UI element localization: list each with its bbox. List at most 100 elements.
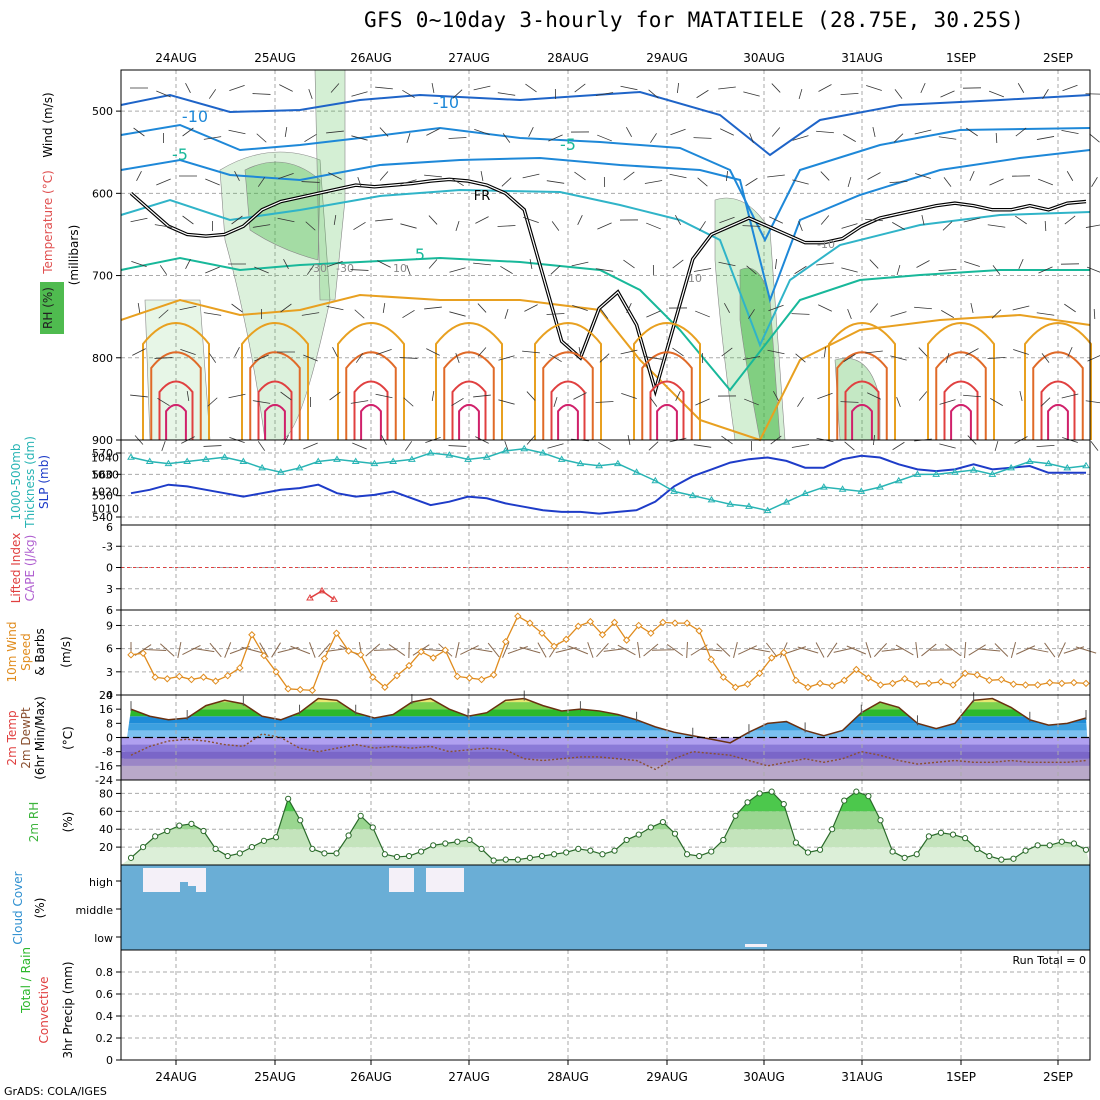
wind-barb [577, 214, 583, 226]
wind-barb [161, 440, 166, 452]
wind-barb [424, 174, 442, 178]
y-tick-label: 0.4 [96, 1010, 114, 1023]
wind-barb-10m [978, 648, 1001, 652]
y-tick-label: 0 [106, 562, 113, 575]
y-tick-label: 0 [106, 689, 113, 702]
wind-barb [1062, 84, 1078, 92]
wind-speed-marker [308, 686, 317, 695]
rh-marker [333, 850, 340, 857]
wind-barb [1085, 400, 1100, 404]
wind-barb [938, 136, 957, 140]
wind-speed-marker [526, 619, 534, 627]
wind-barb [648, 89, 659, 99]
warm-contour-arc [550, 380, 586, 440]
y-tick-label: 0 [106, 1054, 113, 1067]
contour-label: -10 [817, 238, 835, 251]
wind-barb [890, 355, 907, 361]
rh-marker [369, 824, 376, 831]
rh-marker [659, 818, 666, 826]
wind-barb [598, 441, 611, 451]
wind-barb-10m [637, 641, 641, 659]
wind-speed-marker [381, 683, 389, 691]
wind-barb [988, 90, 1005, 98]
wind-barb-10m [994, 643, 1009, 657]
y-tick-label: 0.6 [96, 988, 114, 1001]
rh-marker [708, 848, 715, 855]
wind-barb [693, 268, 712, 272]
axis-label-rh: RH (%) [41, 287, 55, 329]
wind-barb [1036, 312, 1055, 316]
wind-barb [376, 348, 392, 356]
y-tick-label-slp: 1020 [91, 486, 119, 499]
date-label-bottom: 26AUG [350, 1070, 392, 1084]
thickness-marker [426, 449, 435, 456]
wind-speed-marker [284, 685, 292, 693]
wind-barb [866, 85, 882, 91]
wind-barb [693, 444, 712, 448]
wind-barb [426, 348, 440, 356]
wind-barb [626, 302, 632, 314]
chart-title: GFS 0~10day 3-hourly for MATATIELE (28.7… [0, 8, 1100, 32]
wind-barb-10m [765, 642, 778, 658]
run-total-label: Run Total = 0 [1013, 954, 1087, 967]
temperature-contour [120, 293, 1091, 442]
wind-speed-marker [731, 683, 740, 691]
wind-barb [920, 82, 926, 94]
warm-contour-arc [851, 403, 873, 440]
rh-marker [1058, 838, 1065, 845]
wind-barb [914, 129, 932, 135]
wind-barb [995, 132, 998, 144]
wind-barb [767, 174, 785, 178]
wind-speed-marker [127, 651, 135, 659]
high-cloud-block [188, 868, 196, 886]
y-tick-label: 20 [99, 841, 113, 854]
wind-speed-marker [393, 671, 401, 680]
thickness-marker [407, 455, 416, 462]
y-tick-label: -24 [95, 774, 113, 787]
date-label-top: 30AUG [743, 51, 785, 65]
wind-speed-marker [997, 675, 1006, 684]
warm-contour-arc [353, 380, 389, 440]
wind-speed-marker [1082, 679, 1090, 688]
thickness-marker [370, 459, 379, 467]
thickness-marker [951, 468, 959, 475]
y-tick-label: 80 [99, 787, 113, 800]
wind-barb [182, 127, 194, 137]
wind-barb-10m [309, 642, 316, 658]
thickness-marker [932, 470, 941, 477]
thickness-marker [819, 483, 828, 490]
rh-marker [937, 829, 945, 836]
wind-barb [1015, 215, 1027, 225]
wind-barb [943, 177, 952, 187]
wind-barb [818, 304, 832, 312]
warm-contour-arc [950, 403, 972, 440]
wind-barb [774, 258, 778, 270]
y-tick-label-slp: 1030 [91, 469, 119, 482]
wind-barb [991, 309, 1002, 319]
thickness-marker [295, 463, 304, 471]
contour-label: -10 [433, 93, 459, 112]
wind-barb-10m [1075, 646, 1097, 654]
rh-marker [502, 856, 509, 863]
warm-contour-arc [656, 403, 678, 440]
wind-barb-10m [748, 647, 771, 653]
wind-barb [1085, 224, 1100, 228]
wind-speed-marker [356, 651, 365, 659]
wind-barb [406, 132, 411, 144]
wind-barb [426, 128, 440, 136]
temperature-contour [120, 188, 1091, 348]
dewpoint-line [130, 733, 1087, 771]
wind-barb [154, 357, 173, 359]
rh-marker [611, 847, 618, 854]
wind-speed-marker [925, 679, 933, 688]
wind-barb [595, 401, 614, 403]
wind-barb [303, 354, 318, 362]
wind-speed-marker [961, 669, 969, 678]
wind-barb [676, 82, 680, 94]
wind-barb [994, 440, 999, 452]
rh-marker [176, 822, 183, 829]
wind-barb [892, 441, 905, 451]
wind-speed-marker [151, 673, 159, 681]
wind-barb-10m [617, 644, 636, 656]
rh-marker [913, 851, 920, 858]
